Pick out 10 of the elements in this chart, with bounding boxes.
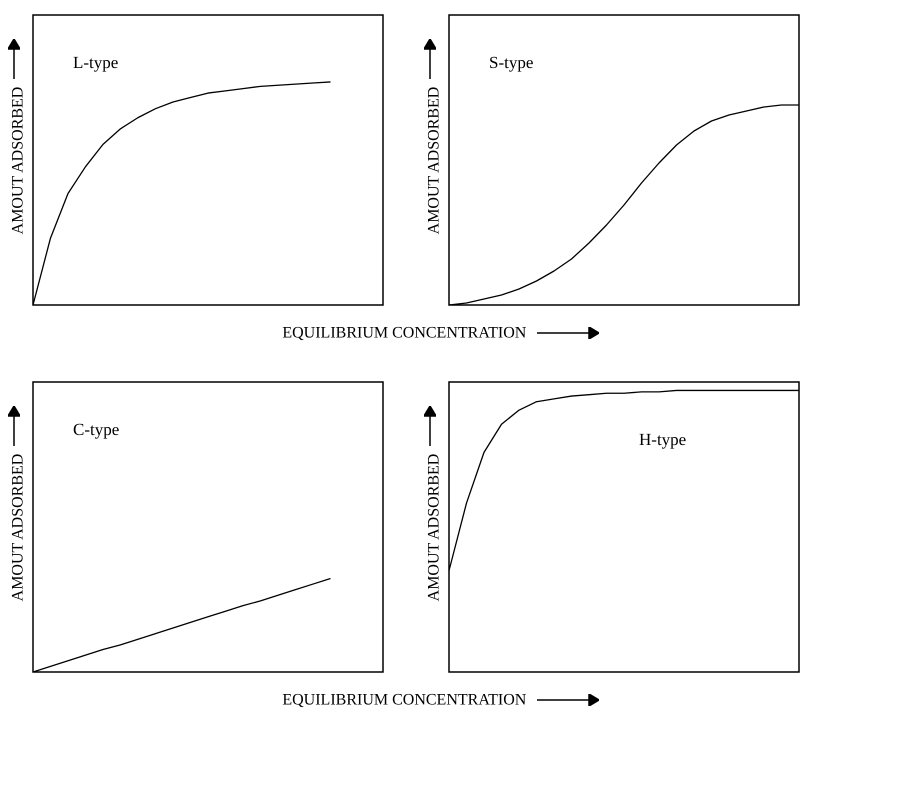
- y-axis-title: AMOUT ADSORBED: [426, 86, 442, 234]
- x-axis-title: EQUILIBRIUM CONCENTRATION: [282, 691, 527, 708]
- text: S-type: [489, 53, 534, 72]
- text: C-type: [73, 420, 120, 439]
- annotation: H-type: [639, 430, 686, 449]
- y-axis-title: AMOUT ADSORBED: [10, 86, 26, 234]
- x-axis-title: EQUILIBRIUM CONCENTRATION: [282, 324, 527, 342]
- y-axis-title: AMOUT ADSORBED: [10, 454, 26, 602]
- text: L-type: [73, 53, 118, 72]
- y-axis-title: AMOUT ADSORBED: [426, 454, 442, 602]
